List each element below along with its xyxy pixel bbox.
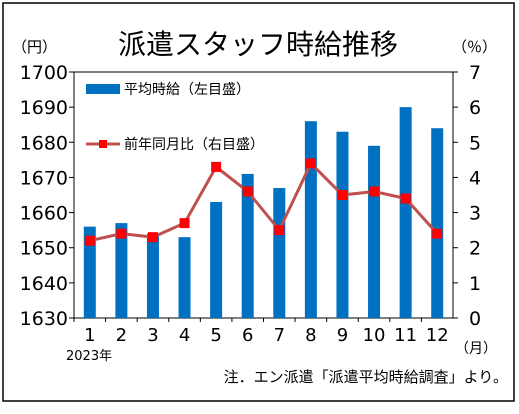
point-yoy [274, 225, 285, 236]
legend-line-marker [99, 140, 107, 148]
bar-avg-wage [368, 145, 381, 318]
point-yoy [432, 228, 443, 239]
legend: 平均時給（左目盛） 前年同月比（右目盛） [86, 82, 264, 153]
legend-line-label: 前年同月比（右目盛） [124, 136, 264, 153]
bar-avg-wage [336, 131, 349, 318]
bar-avg-wage [241, 173, 254, 318]
right-tick-label: 6 [469, 97, 481, 119]
chart-title: 派遣スタッフ時給推移 [118, 28, 398, 61]
left-tick-label: 1670 [20, 167, 68, 189]
outer-border [2, 2, 515, 402]
x-tick-label: 6 [242, 325, 253, 346]
x-tick-label: 9 [337, 325, 348, 346]
bar-avg-wage [83, 226, 96, 318]
legend-bar-label: 平均時給（左目盛） [124, 82, 250, 98]
bar-avg-wage [178, 237, 191, 318]
x-tick-label: 7 [274, 325, 285, 346]
line-yoy [89, 160, 439, 243]
point-yoy [242, 186, 253, 197]
x-tick-label: 11 [394, 325, 417, 346]
bar-avg-wage [115, 223, 128, 318]
left-tick-label: 1630 [20, 308, 68, 330]
bar-avg-wage [304, 121, 317, 318]
right-tick-label: 7 [469, 62, 481, 84]
point-yoy [84, 235, 95, 246]
right-tick-label: 5 [469, 132, 481, 154]
left-tick-label: 1690 [20, 97, 68, 119]
point-yoy [337, 190, 348, 200]
x-tick-label: 8 [305, 325, 316, 346]
right-tick-label: 2 [469, 238, 481, 260]
bar-avg-wage [431, 128, 444, 318]
x-tick-label: 5 [210, 325, 221, 346]
left-tick-label: 1680 [20, 132, 68, 154]
source-note: 注．エン派遣「派遣平均時給調査」より。 [224, 368, 508, 386]
left-tick-label: 1700 [20, 62, 68, 84]
point-yoy [116, 228, 127, 239]
point-yoy [305, 158, 316, 169]
left-tick-label: 1650 [20, 238, 68, 260]
x-tick-label: 12 [426, 325, 449, 346]
x-tick-label: 3 [147, 325, 158, 346]
x-tick-label: 1 [84, 325, 95, 346]
point-yoy [369, 186, 380, 197]
bar-avg-wage [273, 187, 286, 318]
left-axis-unit: （円） [12, 38, 57, 56]
left-tick-label: 1640 [20, 273, 68, 295]
point-yoy [400, 193, 411, 204]
left-tick-label: 1660 [20, 203, 68, 225]
right-tick-label: 1 [469, 273, 481, 295]
legend-bar-swatch [86, 84, 120, 94]
right-axis-unit: （％） [452, 38, 497, 56]
plot-area: 1630164016501660167016801690170001234567… [20, 62, 481, 346]
point-yoy [179, 218, 190, 229]
bar-avg-wage [399, 107, 412, 319]
right-tick-label: 3 [469, 203, 481, 225]
right-tick-label: 0 [469, 308, 481, 330]
year-label: 2023年 [66, 349, 112, 364]
bar-avg-wage [146, 233, 159, 318]
point-yoy [211, 161, 222, 172]
x-axis-unit: （月） [455, 341, 497, 357]
x-tick-label: 2 [116, 325, 127, 346]
point-yoy [147, 232, 158, 243]
x-tick-label: 4 [179, 325, 190, 346]
right-tick-label: 4 [469, 167, 481, 189]
x-tick-label: 10 [363, 325, 386, 346]
bar-avg-wage [210, 202, 223, 318]
